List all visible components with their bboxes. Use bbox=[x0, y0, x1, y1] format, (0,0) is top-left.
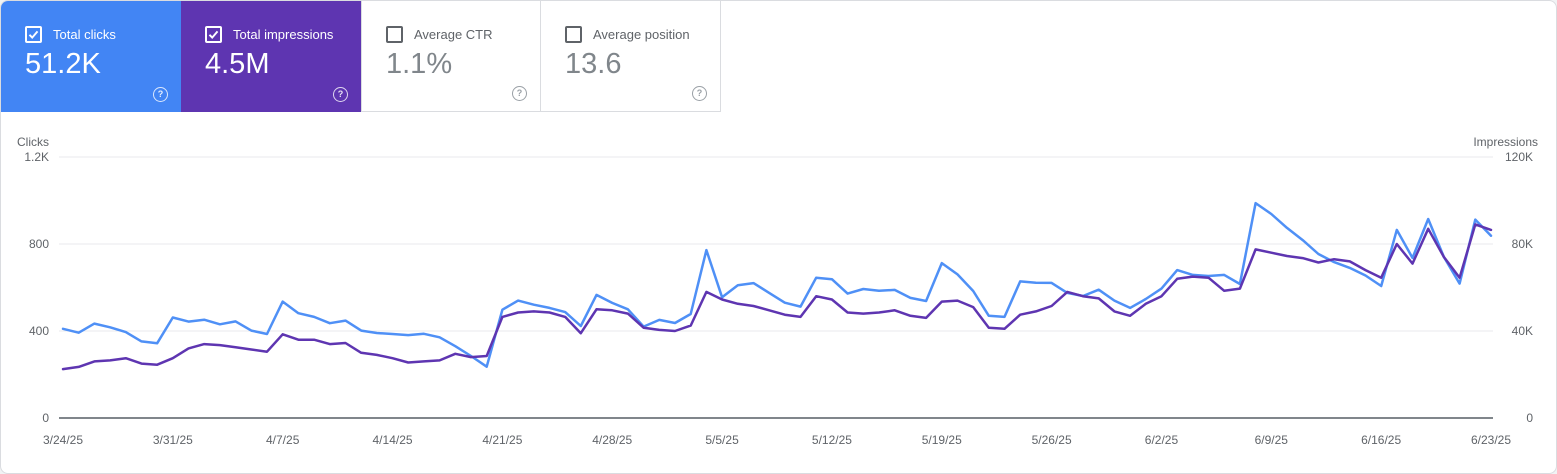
metric-card-value: 51.2K bbox=[25, 48, 101, 80]
help-icon[interactable]: ? bbox=[333, 87, 348, 102]
y-axis-tick-left: 400 bbox=[28, 324, 49, 338]
left-axis-title: Clicks bbox=[17, 135, 49, 149]
right-axis-title: Impressions bbox=[1473, 135, 1538, 149]
metric-card-header: Total clicks bbox=[25, 26, 116, 43]
help-icon[interactable]: ? bbox=[512, 86, 527, 101]
x-axis-tick: 6/2/25 bbox=[1144, 433, 1179, 447]
checkmark-icon bbox=[28, 30, 39, 40]
help-icon[interactable]: ? bbox=[692, 86, 707, 101]
x-axis-tick: 5/19/25 bbox=[921, 433, 962, 447]
x-axis-tick: 3/31/25 bbox=[152, 433, 193, 447]
checkbox-icon[interactable] bbox=[25, 26, 42, 43]
x-axis-tick: 4/21/25 bbox=[482, 433, 523, 447]
metric-card-label: Average position bbox=[593, 27, 690, 42]
y-axis-tick-left: 800 bbox=[28, 237, 49, 251]
metric-card-value: 4.5M bbox=[205, 48, 270, 80]
metric-card[interactable]: Total impressions 4.5M ? bbox=[181, 1, 361, 112]
metric-card-label: Average CTR bbox=[414, 27, 493, 42]
x-axis-tick: 5/26/25 bbox=[1031, 433, 1072, 447]
checkbox-icon[interactable] bbox=[386, 26, 403, 43]
metric-card[interactable]: Average CTR 1.1% ? bbox=[361, 1, 541, 112]
help-icon[interactable]: ? bbox=[153, 87, 168, 102]
y-axis-tick-right: 80K bbox=[1511, 237, 1533, 251]
metric-card[interactable]: Total clicks 51.2K ? bbox=[1, 1, 181, 112]
x-axis-tick: 4/14/25 bbox=[372, 433, 413, 447]
clicks-line bbox=[61, 201, 1493, 368]
metric-card-value: 1.1% bbox=[386, 48, 453, 80]
x-axis-tick: 6/16/25 bbox=[1361, 433, 1402, 447]
y-axis-tick-right: 40K bbox=[1511, 324, 1533, 338]
checkbox-icon[interactable] bbox=[565, 26, 582, 43]
metric-card-header: Average position bbox=[565, 26, 690, 43]
x-axis-tick: 4/7/25 bbox=[266, 433, 300, 447]
x-axis-tick: 6/23/25 bbox=[1470, 433, 1512, 447]
metric-card-label: Total clicks bbox=[53, 27, 116, 42]
metric-card[interactable]: Average position 13.6 ? bbox=[541, 1, 721, 112]
x-axis-tick: 5/12/25 bbox=[811, 433, 852, 447]
metric-card-header: Average CTR bbox=[386, 26, 493, 43]
metric-card-value: 13.6 bbox=[565, 48, 622, 80]
metric-card-header: Total impressions bbox=[205, 26, 333, 43]
checkbox-icon[interactable] bbox=[205, 26, 222, 43]
checkmark-icon bbox=[208, 30, 219, 40]
impressions-line bbox=[61, 223, 1493, 371]
y-axis-tick-right: 120K bbox=[1504, 150, 1533, 164]
x-axis-tick: 6/9/25 bbox=[1254, 433, 1288, 447]
x-axis-tick: 4/28/25 bbox=[592, 433, 633, 447]
metric-card-label: Total impressions bbox=[233, 27, 334, 42]
y-axis-tick-left: 0 bbox=[42, 411, 49, 425]
y-axis-tick-right: 0 bbox=[1526, 411, 1533, 425]
x-axis-tick: 5/5/25 bbox=[705, 433, 739, 447]
metric-cards: Total clicks 51.2K ? Total impressions 4… bbox=[1, 1, 721, 112]
y-axis-tick-left: 1.2K bbox=[24, 150, 49, 164]
x-axis-tick: 3/24/25 bbox=[42, 433, 84, 447]
